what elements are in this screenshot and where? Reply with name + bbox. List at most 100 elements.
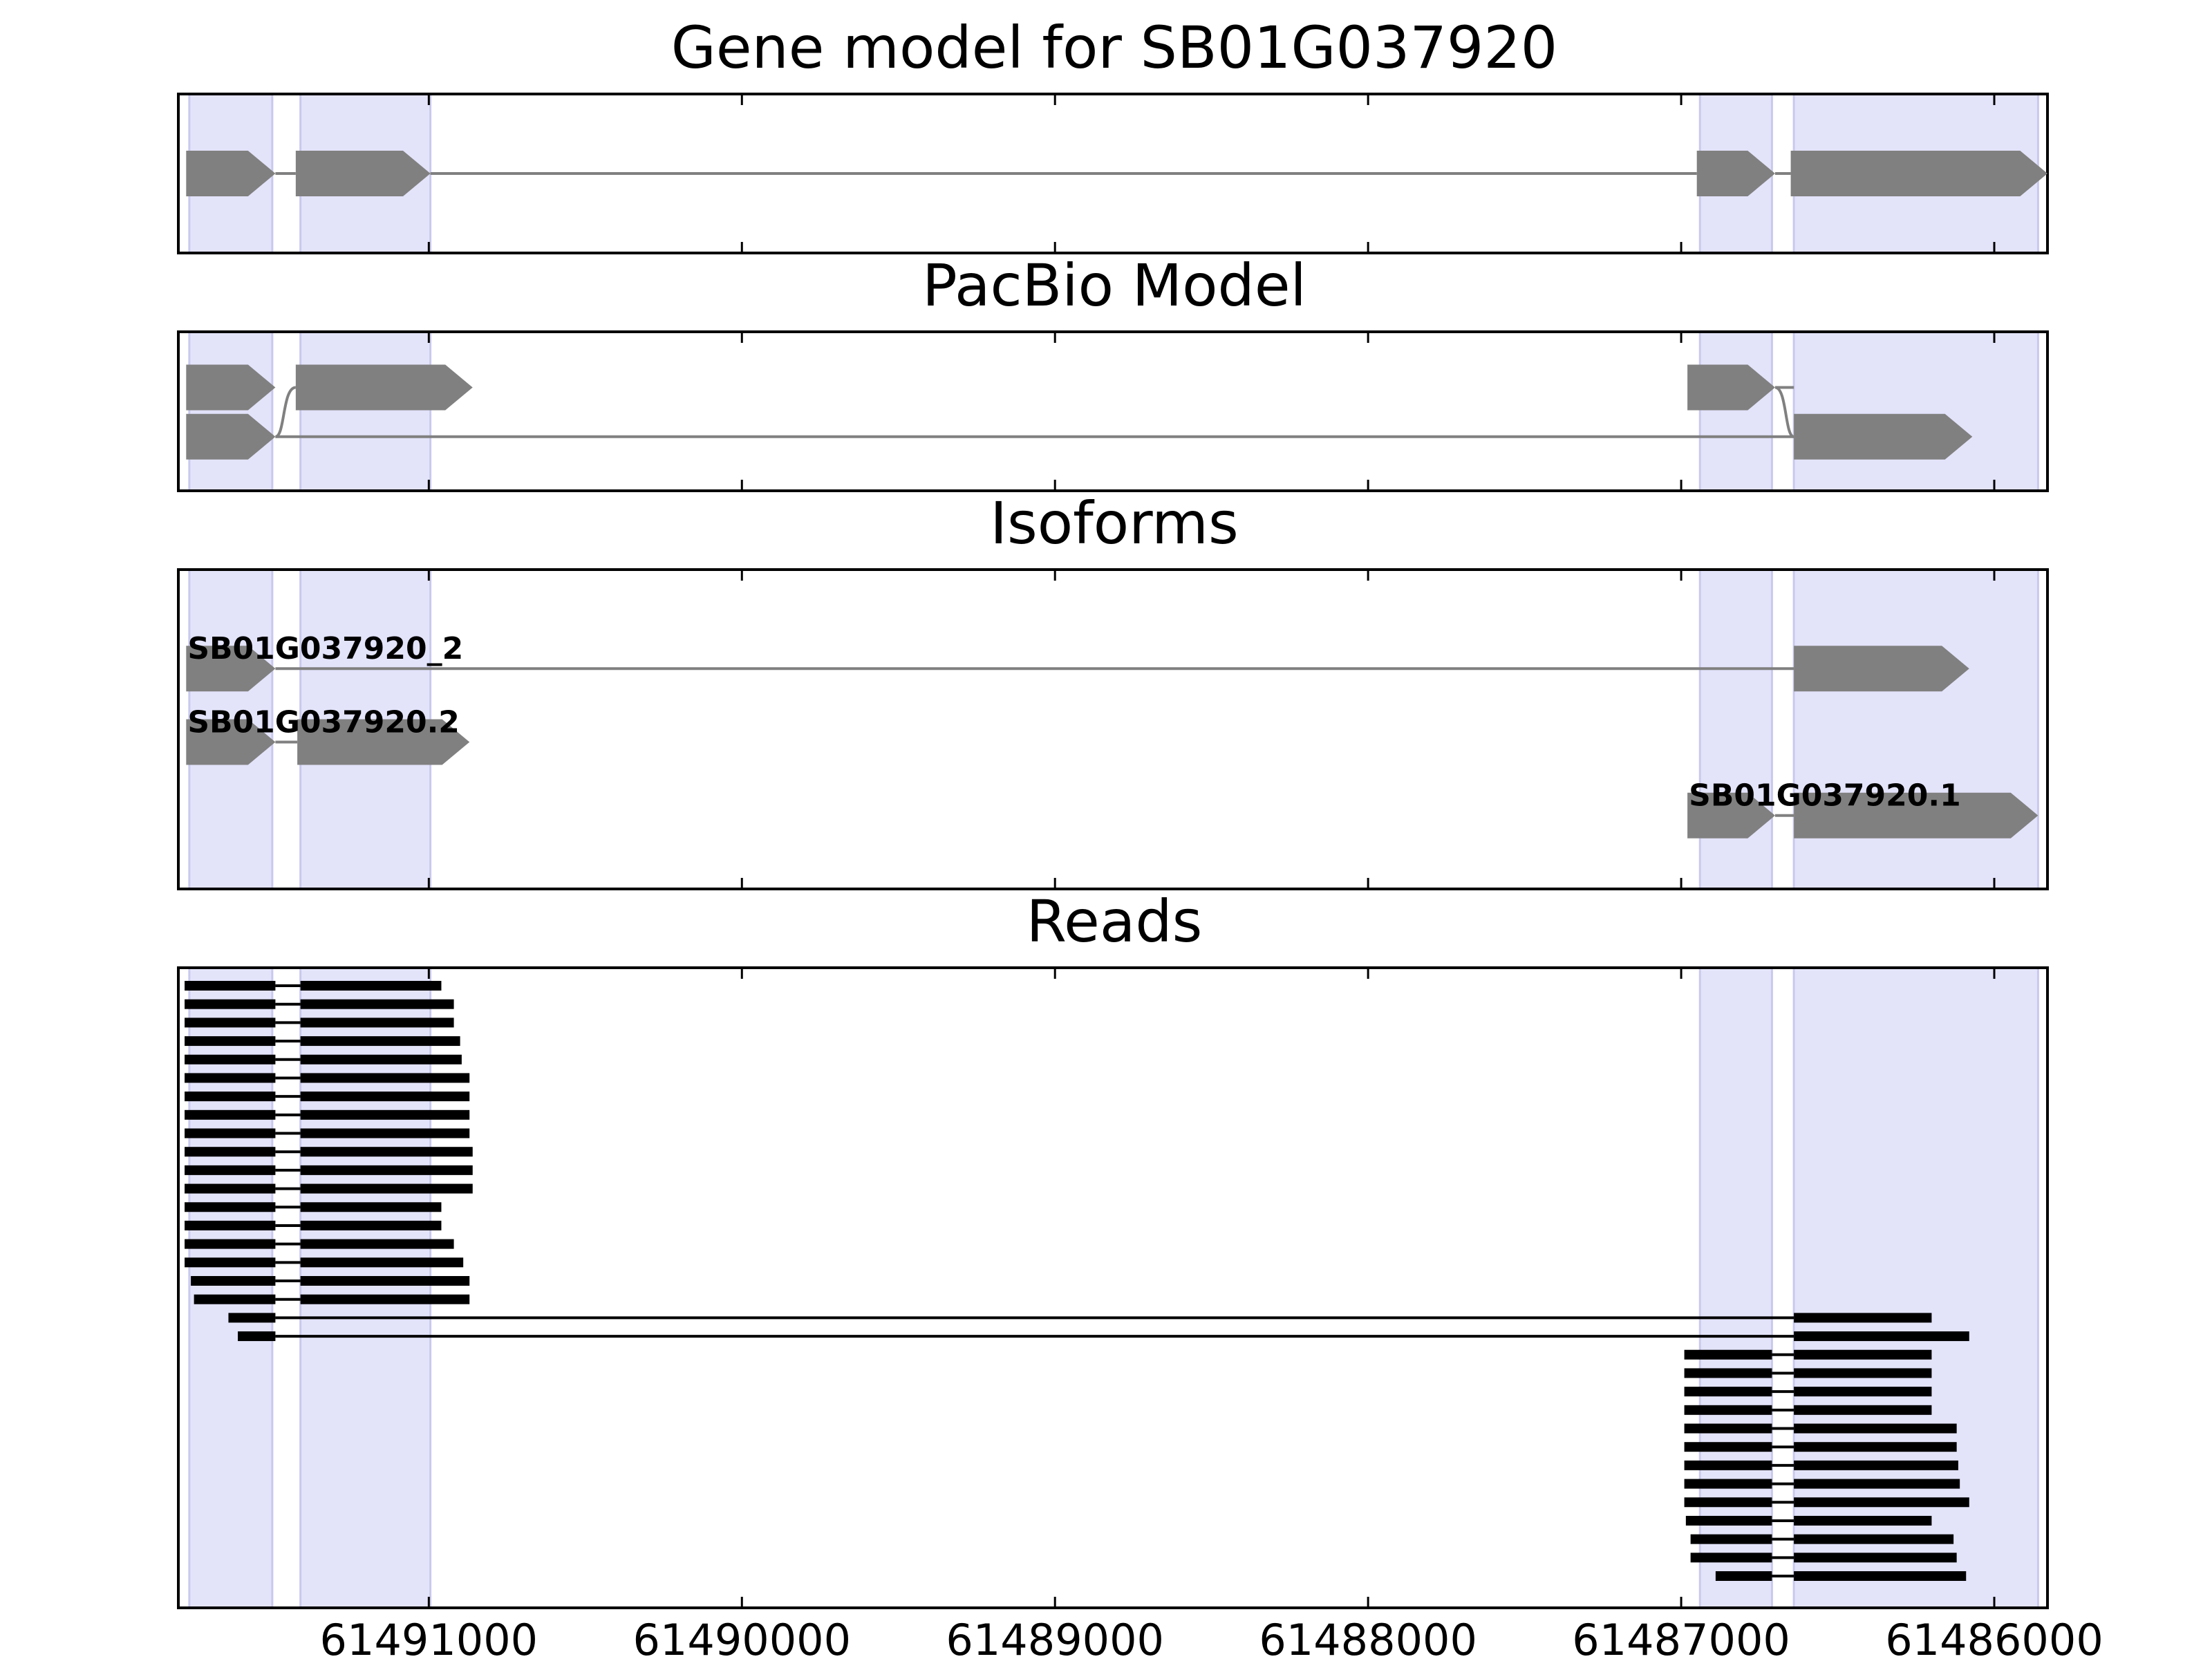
exon-region-band [1792,966,2039,1609]
read-block [300,1128,470,1138]
read-block [1690,1553,1772,1563]
read-block [300,1220,442,1230]
x-tick-label: 61488000 [1259,1615,1477,1659]
read-block [1794,1423,1957,1434]
read-block [185,1018,276,1028]
read-block [1794,1405,1932,1415]
read-block [300,1183,473,1194]
read-block [300,1294,470,1304]
exon-arrow [1696,151,1775,196]
read-block [1794,1479,1960,1489]
panel-pacbio-model-plot [177,330,2049,492]
intron-connector [274,386,297,438]
panel-isoforms: Isoforms SB01G037920_2SB01G037920.2SB01G… [177,489,2049,890]
read-block [300,1165,473,1175]
read-block [238,1331,276,1342]
read-block [228,1313,276,1323]
read-block [300,1054,462,1065]
panel-reads: Reads [177,888,2049,1609]
exon-arrow [1794,646,1969,692]
read-block [185,1091,276,1102]
read-block [1684,1479,1772,1489]
exon-arrow [186,151,276,196]
read-block [185,1073,276,1083]
exon-arrow [186,364,276,411]
read-block [185,1165,276,1175]
x-tick-label: 61491000 [320,1615,538,1659]
exon-arrow [1794,413,1973,460]
read-block [1684,1349,1772,1360]
read-block [1794,1460,1958,1470]
exon-arrow [1687,364,1775,411]
read-block [185,1109,276,1120]
panel-title-gene-model: Gene model for SB01G037920 [671,14,1557,82]
exon-arrow [186,719,276,765]
read-block [1794,1442,1957,1452]
read-block [1794,1349,1932,1360]
read-block [1684,1405,1772,1415]
read-block [1690,1534,1772,1544]
read-block [1715,1571,1772,1581]
exon-region-band [188,330,274,492]
panel-title-reads: Reads [1027,888,1203,955]
read-block [300,1091,470,1102]
read-block [185,1239,276,1249]
read-block [1794,1368,1932,1378]
exon-arrow [295,364,473,411]
read-block [1685,1515,1772,1526]
read-block [185,1183,276,1194]
x-tick-label: 61490000 [632,1615,851,1659]
panel-frame [177,568,2049,890]
read-block [1684,1387,1772,1397]
x-tick-label: 61489000 [946,1615,1164,1659]
panel-gene-model-plot [177,93,2049,254]
panel-frame [177,330,2049,492]
read-block [300,1202,442,1212]
read-block [1684,1423,1772,1434]
read-block [300,1147,473,1157]
exon-region-band [1792,568,2039,890]
exon-region-band [1698,330,1773,492]
read-block [300,981,442,991]
x-tick-label: 61487000 [1572,1615,1790,1659]
read-block [1794,1534,1954,1544]
read-block [1684,1497,1772,1508]
read-block [185,999,276,1009]
read-block [1794,1313,1932,1323]
panel-gene-model: Gene model for SB01G037920 [177,14,2049,254]
exon-arrow [1687,792,1775,838]
isoform-label: SB01G037920.2 [187,704,460,740]
read-block [300,999,454,1009]
read-block [185,1220,276,1230]
panel-isoforms-plot: SB01G037920_2 SB01G037920.2 SB01G037920.1 [177,568,2049,890]
read-block [1684,1368,1772,1378]
read-block [185,1128,276,1138]
read-block [185,1257,276,1268]
isoform-label: SB01G037920_2 [187,631,463,666]
read-block [185,1147,276,1157]
x-tick-label: 61486000 [1885,1615,2103,1659]
panel-title-pacbio-model: PacBio Model [922,252,1306,319]
x-axis-tick-labels: 61491000 61490000 61489000 61488000 61487000… [320,1615,2103,1659]
read-block [191,1276,276,1286]
exon-arrow [295,151,431,196]
read-block [194,1294,276,1304]
read-block [300,1276,470,1286]
read-block [1684,1460,1772,1470]
exon-arrow [186,413,276,460]
read-block [300,1109,470,1120]
isoform-label: SB01G037920.1 [1689,778,1961,814]
read-block [185,1036,276,1047]
read-block [185,981,276,991]
read-block [1794,1387,1932,1397]
exon-region-band [1698,966,1773,1609]
read-block [300,1239,454,1249]
read-block [300,1036,460,1047]
panel-frame [177,966,2049,1609]
exon-arrow [297,719,470,765]
exon-arrow [186,646,276,692]
exon-arrow [1790,151,2047,196]
panel-title-isoforms: Isoforms [990,489,1239,557]
intron-connector [1774,386,1795,438]
